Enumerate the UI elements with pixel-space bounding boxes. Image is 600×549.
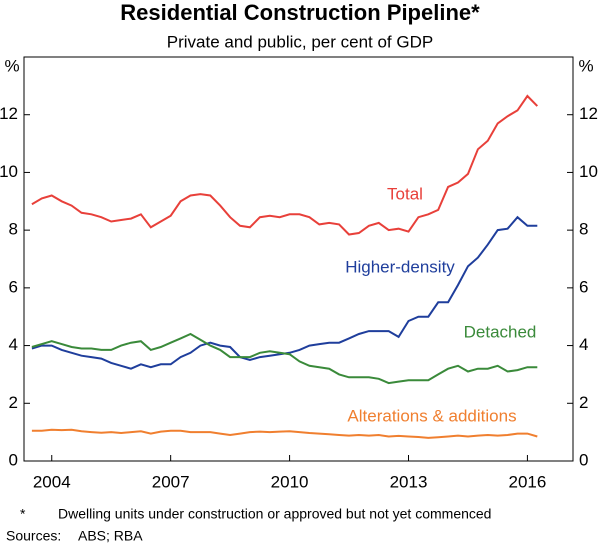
- note: Dwelling units under construction or app…: [58, 506, 491, 522]
- series-line: [31, 94, 539, 236]
- x-tick-label: 2007: [152, 472, 190, 491]
- chart-subtitle: Private and public, per cent of GDP: [167, 32, 433, 51]
- y2-tick-label: 2: [579, 393, 588, 412]
- series-line: [31, 215, 538, 370]
- series-label: Detached: [464, 322, 537, 341]
- y-tick-label: 12: [0, 104, 18, 123]
- series-label: Higher-density: [345, 257, 455, 276]
- series-line: [31, 428, 538, 439]
- y2-tick-label: 8: [579, 220, 588, 239]
- y2-tick-label: 10: [579, 162, 598, 181]
- y-tick-label: 4: [9, 335, 18, 354]
- series-label: Alterations & additions: [347, 406, 516, 425]
- series-line: [31, 332, 538, 385]
- y2-tick-label: 6: [579, 277, 588, 296]
- y-tick-label: 8: [9, 220, 18, 239]
- y-tick-label: 10: [0, 162, 18, 181]
- x-tick-label: 2016: [509, 472, 547, 491]
- note-marker: *: [20, 506, 26, 522]
- y-unit: %: [4, 56, 19, 75]
- y2-tick-label: 0: [579, 450, 588, 469]
- sources: ABS; RBA: [78, 528, 143, 544]
- y2-tick-label: 4: [579, 335, 588, 354]
- series-label: Total: [387, 184, 423, 203]
- y-tick-label: 2: [9, 393, 18, 412]
- x-tick-label: 2004: [33, 472, 71, 491]
- sources-label: Sources:: [6, 528, 61, 544]
- y-tick-label: 0: [9, 450, 18, 469]
- chart-title: Residential Construction Pipeline*: [120, 0, 480, 25]
- plot-frame: [23, 56, 574, 462]
- x-tick-label: 2010: [271, 472, 309, 491]
- y2-tick-label: 12: [579, 104, 598, 123]
- y-tick-label: 6: [9, 277, 18, 296]
- y2-unit: %: [578, 56, 593, 75]
- x-tick-label: 2013: [390, 472, 428, 491]
